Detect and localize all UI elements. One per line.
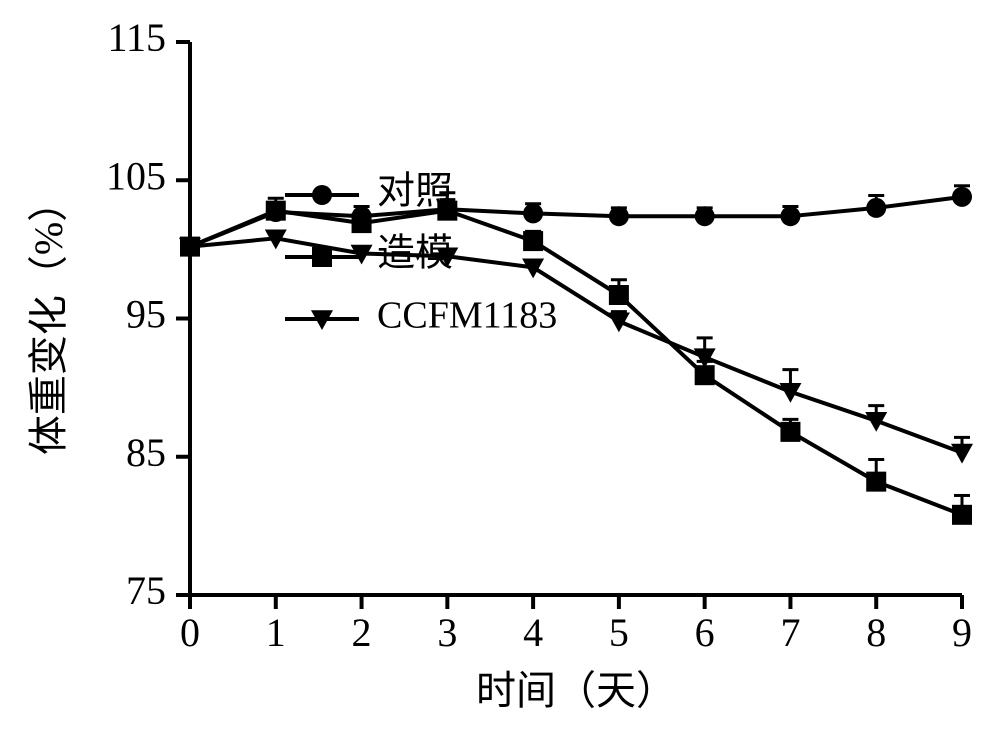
x-axis-label: 时间（天） xyxy=(476,668,676,713)
y-tick-label: 95 xyxy=(126,292,166,337)
series-model xyxy=(180,200,972,525)
x-tick-label: 5 xyxy=(609,610,629,655)
x-tick-label: 3 xyxy=(437,610,457,655)
y-axis-label: 体重变化（%） xyxy=(26,182,71,455)
marker-triangle-down xyxy=(522,259,544,279)
marker-square xyxy=(266,201,286,221)
x-tick-label: 9 xyxy=(952,610,972,655)
marker-square xyxy=(609,285,629,305)
marker-square xyxy=(523,231,543,251)
marker-square xyxy=(780,422,800,442)
marker-circle xyxy=(866,198,886,218)
y-tick-label: 115 xyxy=(107,15,166,60)
line-chart: 75 85 95 105 115 0 1 2 3 4 5 6 7 8 9 体重变化（%） 时间（天） 对照造模 CC… xyxy=(0,0,1000,734)
marker-circle xyxy=(695,206,715,226)
series-line xyxy=(190,238,962,452)
x-tick-label: 4 xyxy=(523,610,543,655)
marker-circle xyxy=(780,206,800,226)
x-tick-label: 0 xyxy=(180,610,200,655)
marker-square xyxy=(952,505,972,525)
x-tick-label: 8 xyxy=(866,610,886,655)
y-tick-label: 105 xyxy=(106,153,166,198)
legend-label: CCFM1183 xyxy=(377,295,557,337)
marker-triangle-down xyxy=(951,444,973,464)
marker-circle xyxy=(952,187,972,207)
x-tick-label: 7 xyxy=(780,610,800,655)
marker-square xyxy=(866,472,886,492)
y-tick-label: 75 xyxy=(126,568,166,613)
legend-label: 造模 xyxy=(377,233,453,275)
x-tick-label: 2 xyxy=(352,610,372,655)
marker-square xyxy=(352,213,372,233)
marker-circle xyxy=(609,206,629,226)
x-tick-label: 1 xyxy=(266,610,286,655)
marker-circle xyxy=(523,203,543,223)
legend: 对照造模 CCFM1183 xyxy=(285,171,557,337)
series-ccfm1183 xyxy=(179,230,973,464)
series-line xyxy=(190,197,962,247)
marker-square xyxy=(312,247,332,267)
x-tick-label: 6 xyxy=(695,610,715,655)
legend-label: 对照 xyxy=(377,171,453,213)
y-tick-label: 85 xyxy=(126,430,166,475)
marker-circle xyxy=(312,185,332,205)
